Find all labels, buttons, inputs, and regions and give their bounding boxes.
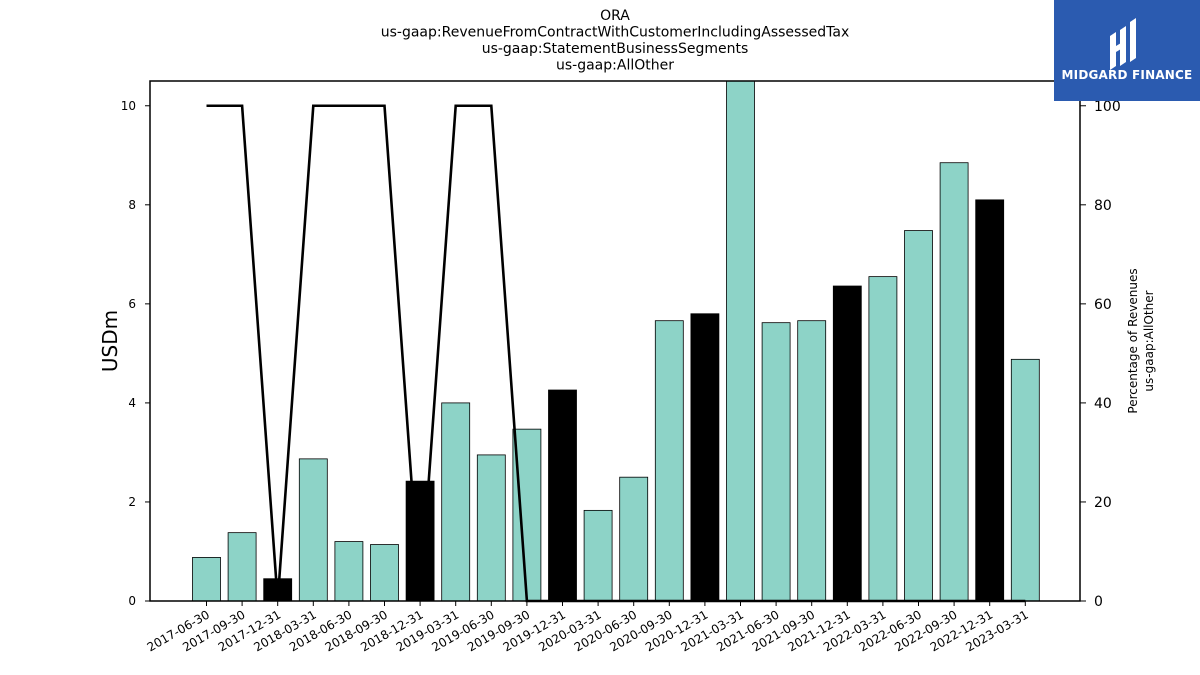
bar bbox=[690, 313, 720, 602]
line-series bbox=[206, 104, 1026, 603]
bar bbox=[868, 276, 898, 602]
right-y-axis: 0 20 40 60 80 100 bbox=[1080, 99, 1121, 610]
bar bbox=[583, 509, 613, 602]
chart-title-line: us-gaap:StatementBusinessSegments bbox=[482, 41, 749, 57]
x-axis: 2017-06-302017-09-302017-12-312018-03-31… bbox=[145, 601, 1031, 654]
bar bbox=[192, 557, 221, 602]
bar bbox=[904, 230, 933, 602]
bar bbox=[512, 428, 542, 602]
right-y-axis-label: Percentage of Revenues us-gaap:AllOther bbox=[1126, 268, 1156, 413]
bar bbox=[939, 162, 969, 602]
y2-tick-label: 60 bbox=[1094, 297, 1112, 313]
bar bbox=[476, 454, 506, 602]
bar bbox=[975, 199, 1005, 602]
bar bbox=[441, 402, 471, 602]
y-tick-label: 4 bbox=[128, 396, 136, 410]
y2-tick-label: 40 bbox=[1094, 396, 1112, 412]
midgard-logo: MIDGARD FINANCE bbox=[1054, 0, 1200, 101]
y-tick-label: 0 bbox=[128, 594, 136, 608]
bar bbox=[334, 541, 364, 602]
chart-title: ORAus-gaap:RevenueFromContractWithCustom… bbox=[381, 8, 850, 74]
y-axis-label: USDm bbox=[98, 310, 122, 372]
bar bbox=[548, 389, 577, 602]
y2-tick-label: 100 bbox=[1094, 99, 1121, 115]
y-tick-label: 6 bbox=[128, 297, 136, 311]
bar bbox=[370, 544, 399, 602]
bar-series bbox=[192, 80, 1040, 602]
y-tick-label: 2 bbox=[128, 495, 136, 509]
bar bbox=[797, 320, 827, 602]
bar bbox=[227, 532, 257, 602]
logo-text: MIDGARD FINANCE bbox=[1061, 68, 1193, 82]
bar bbox=[832, 285, 862, 602]
midgard-logo-icon bbox=[1110, 18, 1136, 70]
bar bbox=[654, 320, 684, 602]
plot-frame bbox=[149, 80, 1081, 602]
bar bbox=[1010, 358, 1040, 602]
bar bbox=[298, 458, 328, 602]
y2-tick-label: 80 bbox=[1094, 198, 1112, 214]
bar bbox=[619, 476, 649, 602]
bar bbox=[405, 480, 435, 602]
line-series-path bbox=[206, 104, 1026, 603]
chart-title-line: us-gaap:RevenueFromContractWithCustomerI… bbox=[381, 25, 850, 41]
bar bbox=[761, 322, 791, 602]
left-y-axis: 0 2 4 6 8 10 bbox=[121, 99, 150, 608]
y2-tick-label: 0 bbox=[1094, 594, 1103, 610]
y2-tick-label: 20 bbox=[1094, 495, 1112, 511]
bar bbox=[726, 80, 755, 602]
right-y-axis-label-line: Percentage of Revenues bbox=[1126, 268, 1140, 413]
y-tick-label: 8 bbox=[128, 198, 136, 212]
right-y-axis-label-line: us-gaap:AllOther bbox=[1142, 290, 1156, 391]
y-tick-label: 10 bbox=[121, 99, 136, 113]
chart-title-line: ORA bbox=[600, 8, 630, 24]
chart-title-line: us-gaap:AllOther bbox=[556, 58, 674, 74]
